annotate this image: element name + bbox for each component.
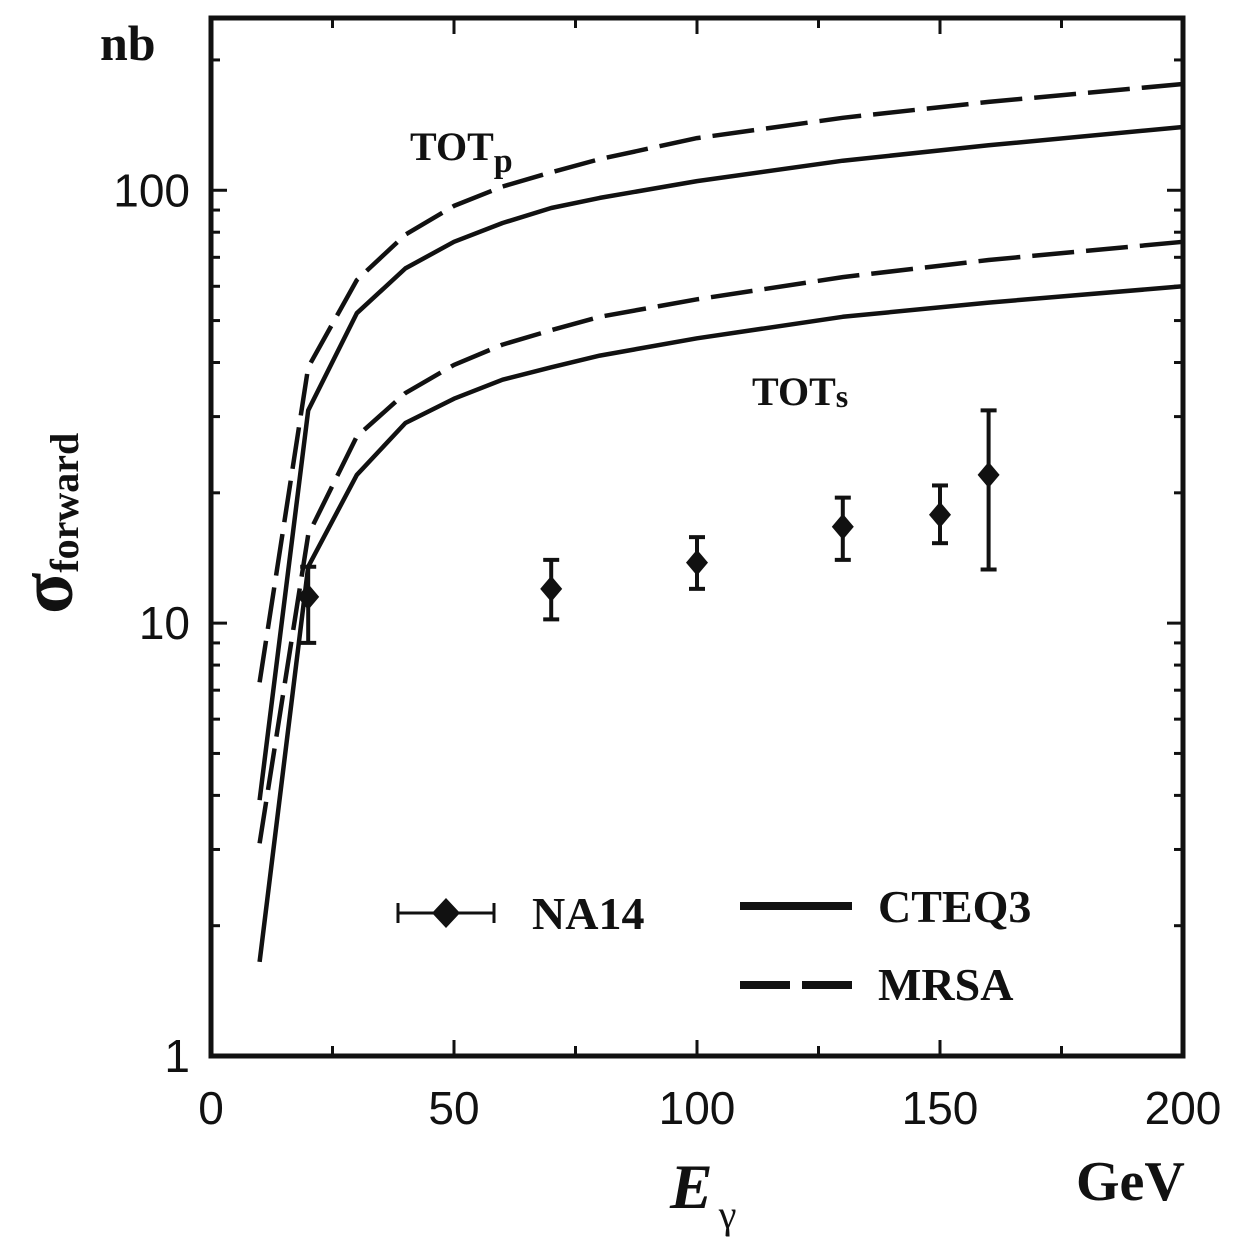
annotation-tots: TOTs <box>752 369 848 414</box>
data-points <box>297 408 1000 645</box>
x-tick-label: 200 <box>1145 1082 1222 1134</box>
plot-frame <box>208 15 1186 1059</box>
x-axis-subscript: γ <box>718 1192 737 1237</box>
cteq3-totp-curve <box>257 124 1184 801</box>
x-tick-labels: 0 50 100 150 200 <box>198 1082 1221 1134</box>
na14-point <box>297 583 320 610</box>
y-axis-symbol: σ <box>5 573 89 614</box>
x-tick-label: 100 <box>659 1082 736 1134</box>
y-tick-label: 1 <box>164 1030 190 1082</box>
na14-point <box>686 549 708 576</box>
y-tick-label: 100 <box>113 164 190 216</box>
legend-na14-label: NA14 <box>532 888 644 939</box>
legend-item-na14: NA14 <box>396 888 644 939</box>
x-tick-label: 0 <box>198 1082 224 1134</box>
mrsa-tots-curve <box>257 239 1184 844</box>
mrsa-totp-curve <box>257 81 1184 683</box>
x-axis-symbol: E <box>669 1151 713 1222</box>
cteq3-tots-curve <box>257 284 1184 963</box>
y-unit-label: nb <box>100 15 156 71</box>
svg-text:σforward: σforward <box>5 433 89 614</box>
y-axis-label: σforward <box>5 433 89 614</box>
y-axis-subscript: forward <box>42 433 87 573</box>
x-tick-label: 50 <box>428 1082 479 1134</box>
curves <box>257 81 1184 963</box>
legend: NA14 CTEQ3 MRSA <box>396 881 1031 1010</box>
legend-cteq3-label: CTEQ3 <box>878 881 1031 932</box>
na14-point <box>929 501 951 528</box>
na14-point <box>977 461 1000 488</box>
x-unit-label: GeV <box>1076 1151 1185 1213</box>
y-tick-label: 10 <box>139 597 190 649</box>
y-tick-labels: 1 10 100 <box>113 164 190 1082</box>
na14-point <box>831 513 854 540</box>
legend-mrsa-label: MRSA <box>878 959 1013 1010</box>
annotation-totp: TOTp <box>410 124 513 180</box>
x-tick-label: 150 <box>902 1082 979 1134</box>
na14-point <box>540 575 563 602</box>
legend-item-mrsa: MRSA <box>740 959 1013 1010</box>
legend-na14-marker <box>432 898 460 928</box>
legend-item-cteq3: CTEQ3 <box>740 881 1031 932</box>
